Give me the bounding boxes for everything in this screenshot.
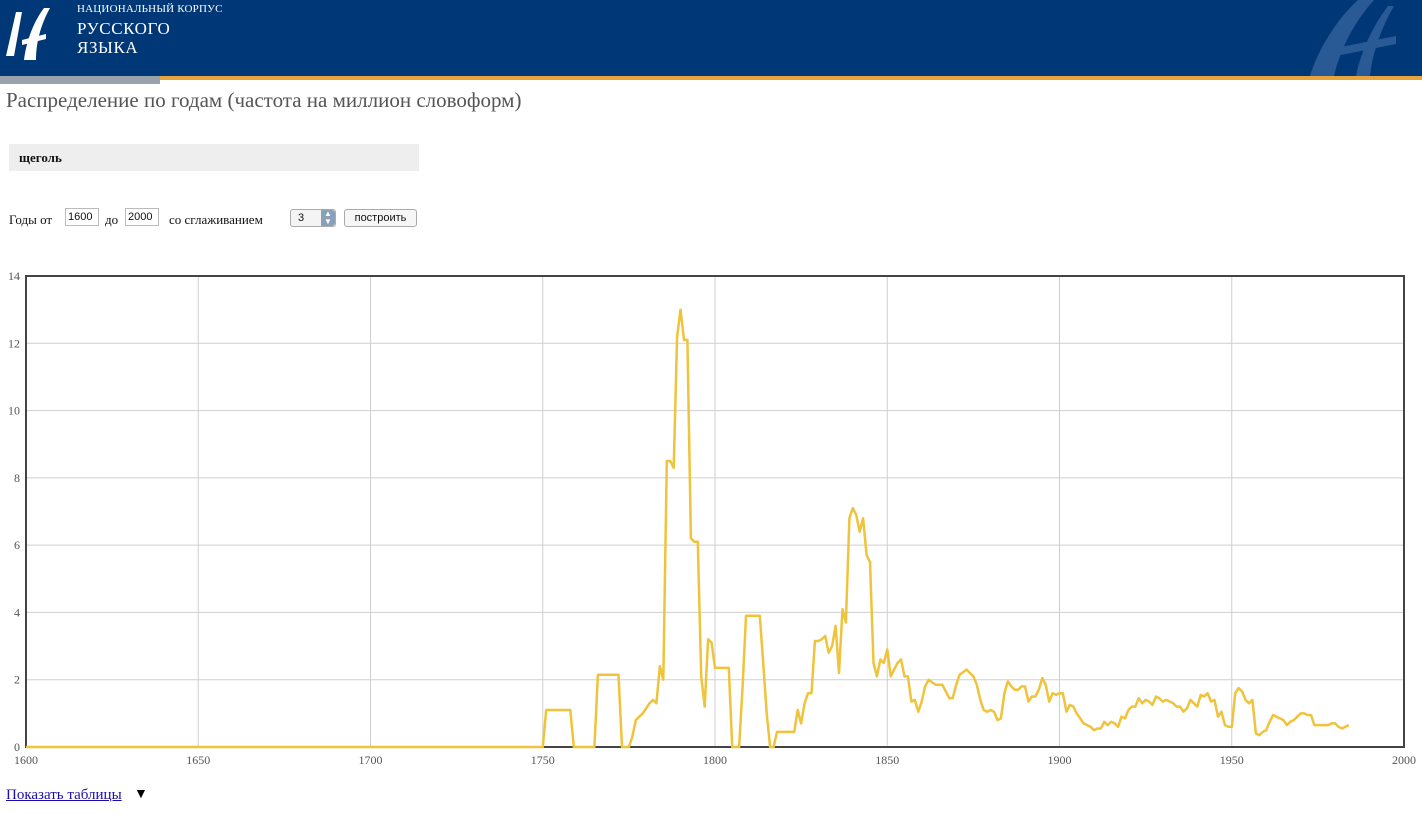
x-tick-label: 1850 [875, 753, 899, 767]
watermark-logo-icon [1310, 0, 1396, 76]
year-from-input[interactable]: 1600 [65, 208, 99, 226]
expand-arrow-icon: ▼ [134, 787, 148, 802]
x-tick-label: 2000 [1392, 753, 1416, 767]
x-tick-label: 1650 [186, 753, 210, 767]
y-tick-label: 2 [14, 673, 20, 687]
select-arrows-icon: ▲ ▼ [321, 210, 335, 226]
years-from-label: Годы от [9, 212, 53, 227]
y-tick-label: 10 [8, 404, 20, 418]
logo-caption: НАЦИОНАЛЬНЫЙ КОРПУС [77, 3, 223, 15]
x-tick-label: 1600 [14, 753, 38, 767]
year-to-input[interactable]: 2000 [125, 208, 159, 226]
years-to-label: до [105, 212, 119, 227]
show-tables-link[interactable]: Показать таблицы [6, 787, 122, 803]
header-stripe-gray [0, 76, 160, 84]
plot-frame [25, 275, 1405, 748]
header-accent-stripe [0, 76, 1422, 80]
x-tick-label: 1700 [359, 753, 383, 767]
frequency-series-line [26, 308, 1350, 749]
y-tick-label: 6 [14, 538, 20, 552]
logo-line-1: РУССКОГО [77, 18, 171, 38]
smoothing-select[interactable]: 3 ▲ ▼ [290, 209, 336, 227]
y-tick-label: 8 [14, 471, 20, 485]
query-word-box: щеголь [9, 144, 419, 171]
y-tick-label: 4 [14, 605, 20, 619]
x-tick-label: 1950 [1220, 753, 1244, 767]
x-tick-label: 1800 [703, 753, 727, 767]
x-tick-label: 1750 [531, 753, 555, 767]
page-title: Распределение по годам (частота на милли… [6, 88, 522, 112]
query-word: щеголь [19, 150, 62, 165]
corpus-logo-text[interactable]: НАЦИОНАЛЬНЫЙ КОРПУС РУССКОГО ЯЗЫКА [77, 3, 223, 58]
y-tick-label: 14 [8, 269, 20, 283]
corpus-logo-icon[interactable] [2, 4, 58, 62]
frequency-chart: 0 2 4 6 8 10 12 14 1600 1650 1700 1750 1800 1850 1900 1… [8, 269, 1416, 767]
smoothing-value: 3 [298, 212, 305, 224]
y-tick-label: 12 [8, 336, 20, 350]
logo-line-2: ЯЗЫКА [77, 38, 139, 58]
y-tick-label: 0 [14, 740, 20, 754]
site-header: НАЦИОНАЛЬНЫЙ КОРПУС РУССКОГО ЯЗЫКА [0, 0, 1422, 76]
build-button[interactable]: построить [344, 209, 417, 227]
x-tick-label: 1900 [1048, 753, 1072, 767]
smoothing-label: со сглаживанием [169, 212, 263, 227]
